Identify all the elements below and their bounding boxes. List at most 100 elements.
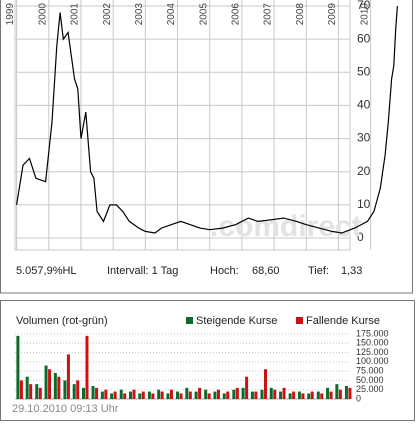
x-tick-label: 2003 <box>134 3 145 26</box>
volume-bar <box>250 391 254 399</box>
volume-bar <box>188 391 192 399</box>
volume-bar <box>204 389 208 399</box>
volume-bar <box>91 386 95 399</box>
volume-bar <box>254 391 258 399</box>
x-tick-label: 2004 <box>166 3 177 26</box>
volume-bar <box>100 391 104 399</box>
high-value: 68,60 <box>252 265 280 277</box>
volume-bar <box>169 389 173 399</box>
y-tick-label: 40 <box>357 98 371 112</box>
volume-bar <box>110 393 114 399</box>
volume-bar <box>119 389 123 399</box>
volume-bar <box>348 387 352 399</box>
volume-bar <box>194 391 198 399</box>
volume-bar <box>235 387 239 399</box>
volume-bar <box>279 391 283 399</box>
volume-title: Volumen (rot-grün) <box>16 315 108 327</box>
volume-bar <box>269 387 273 399</box>
volume-bar <box>329 391 333 399</box>
volume-bar <box>344 386 348 399</box>
volume-bar <box>76 380 80 399</box>
volume-bar <box>310 391 314 399</box>
volume-bar <box>260 389 264 399</box>
x-tick-label: 2009 <box>327 3 338 26</box>
volume-bar <box>241 387 245 399</box>
volume-bar <box>95 387 99 399</box>
volume-bar <box>104 389 108 399</box>
volume-bar <box>245 376 249 399</box>
volume-bar <box>273 389 277 399</box>
volume-bar <box>25 376 29 399</box>
y-tick-label: 175.000 <box>356 328 389 338</box>
volume-bar <box>38 387 42 399</box>
watermark: .comdirect <box>210 210 362 243</box>
y-tick-label: 100.000 <box>356 356 389 366</box>
y-tick-label: 0 <box>357 230 364 244</box>
volume-bar <box>53 373 57 399</box>
y-tick-label: 125.000 <box>356 347 389 357</box>
volume-bar <box>72 384 76 399</box>
volume-bar <box>48 369 52 399</box>
volume-bar <box>316 391 320 399</box>
legend-label: Fallende Kurse <box>306 315 380 327</box>
legend-swatch <box>186 317 193 324</box>
volume-bar <box>66 354 70 399</box>
volume-bar <box>307 393 311 399</box>
volume-bar <box>63 380 67 399</box>
x-tick-label: 2000 <box>37 3 48 26</box>
volume-bar <box>85 335 89 399</box>
volume-bar <box>222 393 226 399</box>
volume-bar <box>216 389 220 399</box>
volume-bar <box>16 335 20 399</box>
x-tick-label: 1999 <box>5 3 16 26</box>
volume-bar <box>320 393 324 399</box>
x-tick-label: 2002 <box>102 3 113 26</box>
high-label: Hoch: <box>210 265 239 277</box>
volume-bar <box>198 387 202 399</box>
low-label: Tief: <box>308 265 329 277</box>
x-tick-label: 2005 <box>198 3 209 26</box>
volume-bar <box>176 391 180 399</box>
y-tick-label: 10 <box>357 197 371 211</box>
volume-bar <box>57 376 61 399</box>
y-tick-label: 70 <box>357 0 371 12</box>
volume-bar <box>292 391 296 399</box>
x-tick-label: 2008 <box>295 3 306 26</box>
volume-bar <box>82 387 85 399</box>
volume-bar <box>297 391 301 399</box>
low-value: 1,33 <box>341 265 362 277</box>
volume-bar <box>160 391 164 399</box>
y-tick-label: 50.000 <box>356 375 384 385</box>
volume-bar <box>263 369 267 399</box>
volume-bar <box>185 387 189 399</box>
interval: Intervall: 1 Tag <box>107 265 178 277</box>
volume-bar <box>335 384 339 399</box>
price-panel <box>0 0 413 294</box>
volume-bar <box>29 384 33 399</box>
volume-bar <box>141 391 145 399</box>
x-tick-label: 2006 <box>231 3 242 26</box>
y-tick-label: 20 <box>357 164 371 178</box>
volume-bar <box>132 389 136 399</box>
y-tick-label: 60 <box>357 31 371 45</box>
volume-bar <box>138 393 142 399</box>
volume-bar <box>166 393 170 399</box>
volume-bar <box>113 391 117 399</box>
volume-bar <box>44 365 48 399</box>
volume-bar <box>288 393 292 399</box>
legend-label: Steigende Kurse <box>196 315 277 327</box>
volume-bar <box>151 393 155 399</box>
volume-bar <box>179 393 183 399</box>
volume-bar <box>301 393 305 399</box>
y-tick-label: 150.000 <box>356 338 389 348</box>
y-tick-label: 25.000 <box>356 384 384 394</box>
y-tick-label: 30 <box>357 131 371 145</box>
volume-panel <box>0 300 415 421</box>
price-line <box>16 5 398 234</box>
volume-bar <box>326 387 330 399</box>
x-tick-label: 2010 <box>359 3 370 26</box>
volume-bar <box>123 393 127 399</box>
plot-area <box>14 0 351 251</box>
y-tick-label: 75.000 <box>356 366 384 376</box>
volume-bar <box>213 391 217 399</box>
